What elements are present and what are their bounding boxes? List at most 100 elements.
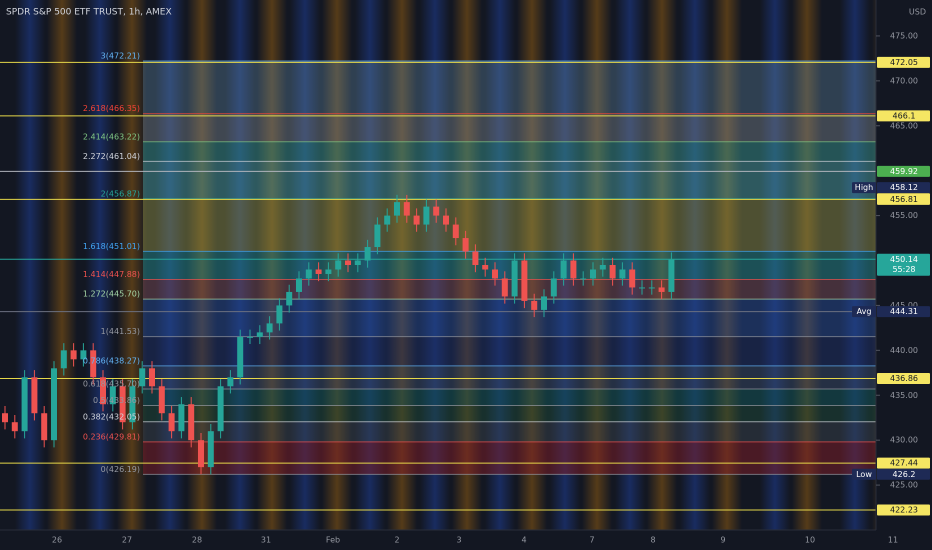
fib-zone: [143, 441, 876, 475]
currency-label: USD: [909, 8, 926, 17]
price-label: 458.12: [890, 183, 918, 192]
price-label: 450.14: [890, 255, 918, 264]
fib-label: 0.618(435.70): [83, 379, 140, 388]
session-stripe: [117, 0, 147, 530]
candle-body: [21, 377, 28, 432]
candle-body: [590, 269, 596, 279]
candle-body: [315, 269, 322, 274]
time-axis: [0, 530, 932, 550]
x-tick-label: 26: [52, 536, 62, 545]
y-tick-label: 445.00: [890, 301, 918, 310]
candle-body: [550, 278, 557, 297]
x-tick-label: 31: [261, 536, 271, 545]
tag-label: Low: [856, 470, 872, 479]
tag-box: [852, 468, 876, 480]
candle-body: [629, 269, 636, 288]
fib-zone: [143, 365, 876, 389]
y-tick-label: 440.00: [890, 346, 918, 355]
candle-body: [639, 287, 645, 289]
candle-body: [227, 377, 234, 387]
candle-body: [423, 206, 430, 225]
fib-zone: [143, 251, 876, 280]
candle-body: [335, 260, 342, 270]
candle-body: [41, 413, 48, 441]
candle-body: [452, 224, 459, 239]
candle-body: [119, 386, 126, 423]
fib-zone: [143, 421, 876, 442]
fib-labels: 3(472.21) 2.618(466.35) 2.414(463.22) 2.272…: [83, 51, 140, 473]
price-label: 436.86: [890, 374, 918, 383]
candle-body: [599, 265, 606, 270]
candle-body: [374, 224, 381, 248]
candle-body: [345, 260, 351, 265]
x-tick-label: 11: [888, 536, 898, 545]
price-label: 444.31: [890, 307, 918, 316]
tag-box: [852, 182, 876, 194]
candle-body: [266, 323, 273, 333]
candle-body: [237, 336, 244, 378]
fib-label: 0.382(432.05): [83, 412, 140, 421]
candle-body: [207, 431, 214, 468]
candle-body: [394, 202, 400, 216]
candle-body: [168, 413, 175, 432]
candle-body: [149, 368, 155, 387]
y-tick-label: 470.00: [890, 76, 918, 85]
candle-body: [139, 368, 146, 387]
tag-label: High: [855, 183, 873, 192]
tag-label: Avg: [857, 307, 872, 316]
level-lines: [0, 60, 876, 511]
candle-body: [129, 386, 136, 423]
candles: [2, 194, 675, 475]
fib-zone: [143, 279, 876, 300]
candle-body: [443, 215, 449, 225]
x-tick-label: 9: [720, 536, 725, 545]
y-tick-label: 455.00: [890, 211, 918, 220]
y-tick-label: 425.00: [890, 481, 918, 490]
candle-body: [560, 260, 567, 279]
fib-label: 2.414(463.22): [83, 132, 140, 141]
fib-zone: [143, 141, 876, 162]
fib-zone: [143, 405, 876, 422]
x-tick-label: 2: [394, 536, 399, 545]
fib-zone: [143, 161, 876, 199]
price-label-box: [877, 457, 930, 469]
fib-label: 1.618(451.01): [83, 242, 140, 251]
candle-body: [609, 265, 616, 279]
candle-body: [354, 260, 361, 265]
candle-body: [100, 377, 106, 405]
candle-body: [217, 386, 224, 432]
candle-body: [80, 350, 87, 360]
x-tick-label: 3: [456, 536, 461, 545]
candle-body: [247, 336, 253, 338]
session-stripe: [15, 0, 45, 530]
price-label: 466.1: [893, 111, 916, 120]
candle-body: [188, 404, 195, 441]
candle-body: [31, 377, 38, 414]
x-tick-label: 28: [192, 536, 202, 545]
fib-label: 1.414(447.88): [83, 270, 140, 279]
candle-body: [482, 265, 489, 270]
y-tick-label: 430.00: [890, 436, 918, 445]
candle-body: [580, 278, 587, 280]
session-stripe: [85, 0, 115, 530]
candle-body: [109, 386, 116, 405]
price-label-box: [877, 182, 930, 194]
fib-zone: [143, 113, 876, 142]
candle-body: [521, 260, 528, 301]
candle-body: [198, 440, 204, 468]
fib-zone: [143, 60, 876, 114]
fib-label: 0.5(433.86): [93, 396, 140, 405]
x-tick-label: 8: [650, 536, 655, 545]
fib-zone: [143, 336, 876, 366]
candle-body: [531, 300, 538, 310]
axes: 475.00 470.00 465.00 455.00 445.00 440.00 435.…: [52, 31, 930, 545]
tag-box: [852, 306, 876, 318]
candle-body: [511, 260, 518, 297]
x-tick-label: 10: [805, 536, 815, 545]
y-tick-label: 435.00: [890, 391, 918, 400]
candle-body: [541, 296, 547, 310]
candle-body: [492, 269, 498, 279]
price-label: 426.2: [893, 470, 916, 479]
session-stripe: [47, 0, 77, 530]
